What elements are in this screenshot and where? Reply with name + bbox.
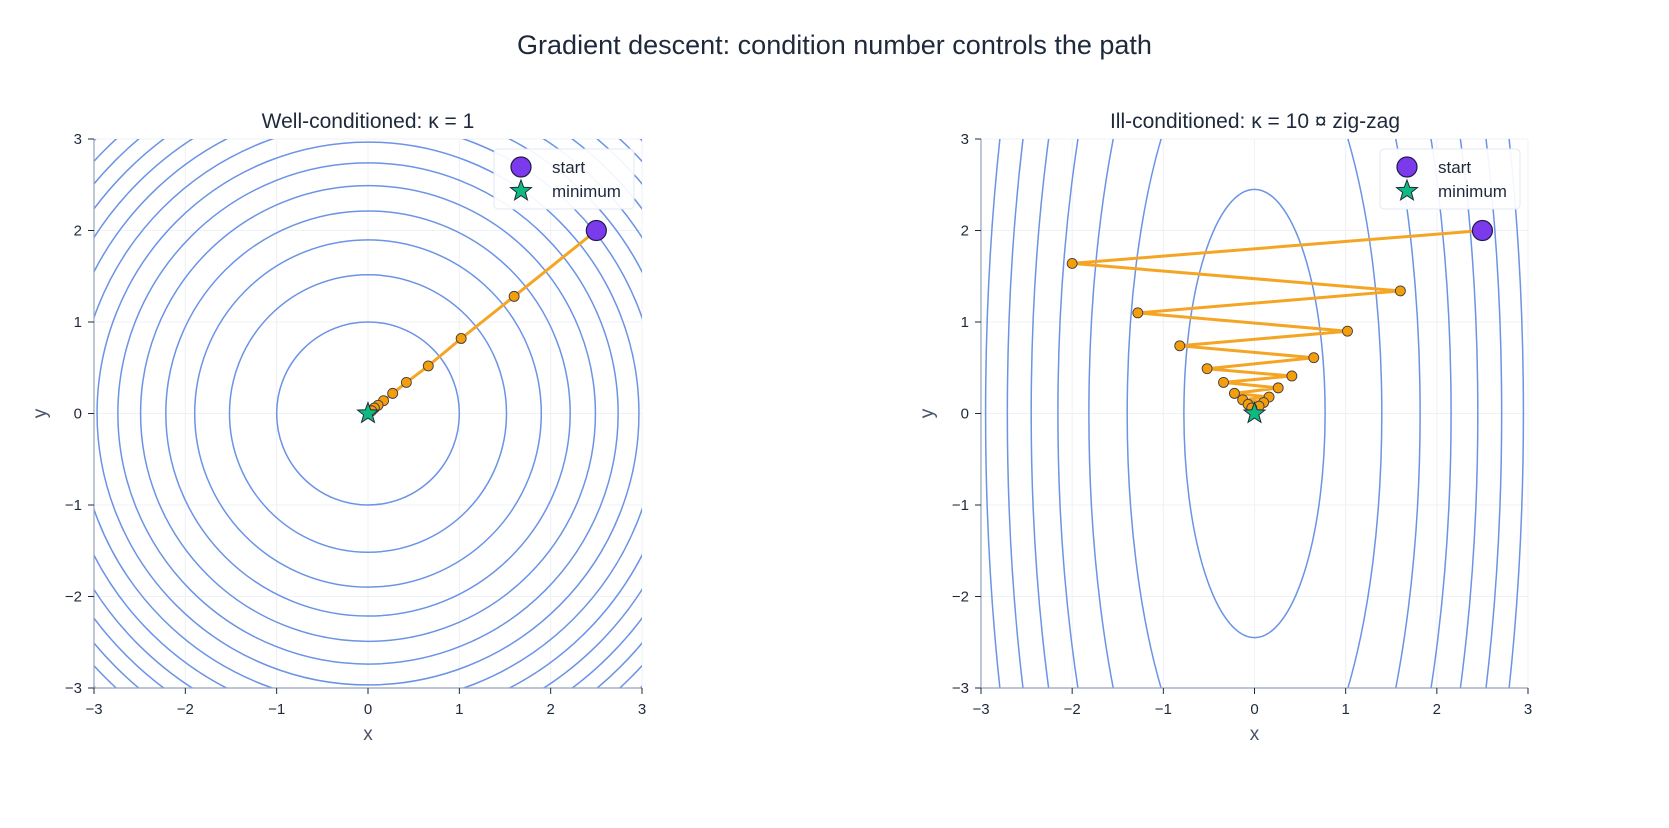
legend-start-label: start	[552, 158, 585, 177]
iterate-marker	[400, 376, 412, 388]
start-marker	[585, 219, 607, 242]
iterate-marker	[1132, 307, 1144, 319]
panel-title-ill-conditioned: Ill-conditioned: κ = 10 ¤ zig-zag	[1109, 110, 1401, 133]
contour-line	[96, 141, 640, 686]
x-tick-label: −2	[1064, 701, 1081, 718]
x-tick-label: 3	[638, 701, 646, 718]
iterate-marker	[1201, 363, 1213, 375]
y-tick-label: 0	[961, 406, 969, 423]
contour-line	[228, 273, 508, 554]
y-tick-label: 3	[74, 131, 82, 148]
contour-line	[1088, 139, 1421, 688]
contour-lines	[94, 139, 642, 688]
x-tick-label: −3	[85, 701, 102, 718]
x-axis-label: x	[363, 724, 373, 745]
legend-start-icon	[1396, 156, 1418, 178]
minimum-star-icon	[1242, 401, 1267, 424]
iterate-marker	[1308, 352, 1320, 364]
y-tick-label: 0	[74, 406, 82, 423]
y-tick-label: 2	[961, 223, 969, 240]
y-tick-label: −3	[65, 680, 82, 697]
contour-line	[1030, 139, 1479, 688]
x-tick-label: 0	[1250, 701, 1258, 718]
iterate-marker	[508, 290, 520, 302]
iterate-marker	[422, 360, 434, 372]
x-tick-label: 2	[1433, 701, 1441, 718]
plot-well-conditioned: −3 −2 −1 0 1 2 3 −3 −2 −1 0 1 2 3 x y start minimum	[30, 131, 646, 745]
y-tick-label: −1	[65, 497, 82, 514]
y-tick-label: −2	[952, 589, 969, 606]
y-tick-label: −3	[952, 680, 969, 697]
iterate-marker	[1066, 257, 1078, 269]
y-tick-label: 3	[961, 131, 969, 148]
y-tick-label: 1	[961, 314, 969, 331]
legend-start-icon	[510, 156, 532, 178]
contour-line	[984, 139, 1525, 688]
plot-ill-conditioned: −3 −2 −1 0 1 2 3 −3 −2 −1 0 1 2 3 x y start minimum	[917, 131, 1532, 745]
y-tick-label: −2	[65, 589, 82, 606]
iterate-marker	[1286, 370, 1298, 382]
legend-start-label: start	[1438, 158, 1471, 177]
contour-line	[117, 162, 619, 665]
iterate-marker	[455, 333, 467, 344]
legend-minimum-star-icon	[1395, 178, 1419, 202]
legend: start minimum	[1379, 148, 1521, 210]
x-tick-label: 1	[455, 701, 463, 718]
legend-minimum-label: minimum	[1438, 182, 1507, 201]
contour-line	[1006, 139, 1503, 688]
contour-line	[1057, 139, 1452, 688]
panel-title-well-conditioned: Well-conditioned: κ = 1	[261, 110, 475, 133]
y-axis-label: y	[917, 408, 938, 418]
contour-line	[139, 184, 597, 643]
legend-minimum-star-icon	[509, 178, 533, 202]
contour-line	[275, 321, 461, 506]
start-marker	[1471, 219, 1494, 242]
x-tick-label: 1	[1341, 701, 1349, 718]
x-tick-label: −3	[972, 701, 989, 718]
iterate-marker	[1272, 382, 1284, 394]
y-tick-label: 2	[74, 223, 82, 240]
contour-line	[165, 210, 571, 617]
x-tick-label: −2	[177, 701, 194, 718]
iterate-marker	[387, 387, 399, 399]
contour-line	[193, 239, 543, 588]
x-tick-label: 2	[546, 701, 554, 718]
x-tick-label: 3	[1524, 701, 1532, 718]
contour-line	[1183, 188, 1326, 639]
y-axis-label: y	[30, 408, 51, 418]
iterate-marker	[1342, 325, 1353, 337]
iterate-marker	[1174, 340, 1186, 352]
x-tick-label: 0	[364, 701, 372, 718]
x-axis-label: x	[1250, 724, 1260, 745]
iterate-marker	[1394, 285, 1406, 297]
iterate-marker	[1228, 387, 1240, 399]
contour-lines	[984, 139, 1525, 688]
y-tick-label: −1	[952, 497, 969, 514]
figure-title: Gradient descent: condition number contr…	[517, 30, 1152, 60]
contour-line	[1126, 139, 1383, 688]
x-tick-label: −1	[1155, 701, 1172, 718]
legend-minimum-label: minimum	[552, 182, 621, 201]
minimum-star-icon	[356, 401, 380, 424]
iterate-marker	[1218, 376, 1229, 388]
x-tick-label: −1	[268, 701, 285, 718]
y-tick-label: 1	[74, 314, 82, 331]
legend: start minimum	[493, 148, 635, 210]
